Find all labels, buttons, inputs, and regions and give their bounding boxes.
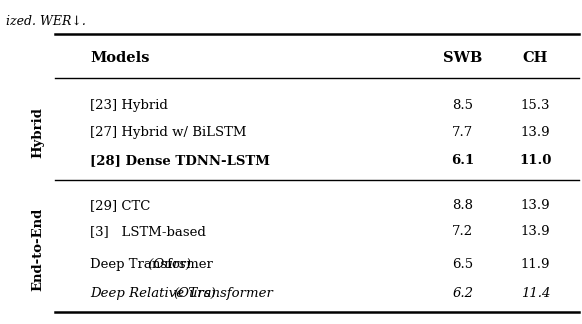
Text: 8.5: 8.5 (452, 99, 473, 112)
Text: [29] CTC: [29] CTC (90, 199, 151, 212)
Text: 7.7: 7.7 (452, 126, 473, 139)
Text: Deep Relative Transformer: Deep Relative Transformer (90, 287, 280, 300)
Text: 6.5: 6.5 (452, 258, 473, 271)
Text: 11.4: 11.4 (521, 287, 550, 300)
Text: 8.8: 8.8 (452, 199, 473, 212)
Text: [27] Hybrid w/ BiLSTM: [27] Hybrid w/ BiLSTM (90, 126, 247, 139)
Text: 13.9: 13.9 (521, 199, 550, 212)
Text: 6.2: 6.2 (452, 287, 473, 300)
Text: [3]   LSTM-based: [3] LSTM-based (90, 225, 206, 238)
Text: (Ours): (Ours) (174, 287, 217, 300)
Text: Models: Models (90, 51, 150, 65)
Text: 11.9: 11.9 (521, 258, 550, 271)
Text: (Ours): (Ours) (144, 258, 191, 271)
Text: 6.1: 6.1 (451, 154, 474, 167)
Text: 15.3: 15.3 (521, 99, 550, 112)
Text: SWB: SWB (443, 51, 482, 65)
Text: 13.9: 13.9 (521, 225, 550, 238)
Text: CH: CH (523, 51, 548, 65)
Text: [28] Dense TDNN-LSTM: [28] Dense TDNN-LSTM (90, 154, 270, 167)
Text: Hybrid: Hybrid (31, 107, 44, 158)
Text: [23] Hybrid: [23] Hybrid (90, 99, 168, 112)
Text: 7.2: 7.2 (452, 225, 473, 238)
Text: End-to-End: End-to-End (31, 208, 44, 291)
Text: 13.9: 13.9 (521, 126, 550, 139)
Text: 11.0: 11.0 (519, 154, 552, 167)
Text: ized. WER↓.: ized. WER↓. (6, 15, 86, 28)
Text: Deep Transformer: Deep Transformer (90, 258, 213, 271)
